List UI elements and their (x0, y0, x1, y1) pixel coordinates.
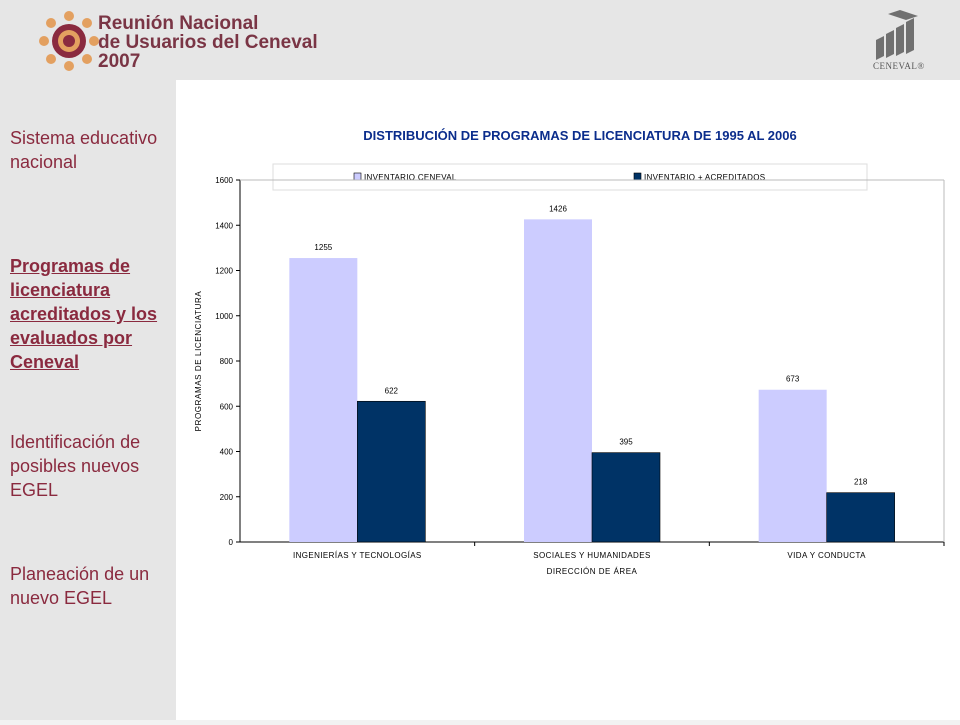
event-title: Reunión Nacional de Usuarios del Ceneval… (98, 14, 318, 71)
legend-swatch (353, 172, 362, 181)
data-label: 673 (786, 375, 800, 384)
x-tick-label: VIDA Y CONDUCTA (787, 551, 866, 560)
event-title-line-3: 2007 (98, 51, 141, 72)
x-axis-label: DIRECCIÓN DE ÁREA (547, 567, 638, 576)
y-axis-label: PROGRAMAS DE LICENCIATURA (194, 291, 203, 432)
y-tick-label: 800 (220, 357, 234, 366)
legend-swatch (633, 172, 642, 181)
bar-chart: DISTRIBUCIÓN DE PROGRAMAS DE LICENCIATUR… (194, 128, 945, 576)
sidebar-item-nuevos-egel[interactable]: Identificación de posibles nuevos EGEL (10, 432, 141, 500)
ceneval-logo-icon (876, 10, 918, 60)
y-tick-label: 1200 (215, 267, 233, 276)
ceneval-brand-text: CENEVAL® (873, 61, 925, 71)
legend-label: INVENTARIO CENEVAL (364, 173, 457, 182)
event-title-line-2: de Usuarios del Ceneval (98, 32, 318, 53)
data-label: 622 (385, 386, 399, 395)
data-label: 1255 (314, 243, 332, 252)
y-tick-label: 0 (229, 538, 234, 547)
reunion-logo-icon (39, 11, 99, 71)
data-label: 395 (619, 438, 633, 447)
sidebar-item-programas-licenciatura[interactable]: Programas de licenciatura acreditados y … (10, 256, 158, 372)
sidebar-item-sistema-educativo[interactable]: Sistema educativo nacional (10, 128, 158, 172)
y-tick-label: 400 (220, 448, 234, 457)
data-label: 218 (854, 478, 868, 487)
bar-inventario-acreditados (357, 400, 426, 543)
chart-legend: INVENTARIO CENEVAL INVENTARIO + ACREDITAD… (272, 163, 868, 191)
legend-box (272, 163, 868, 191)
y-tick-label: 200 (220, 493, 234, 502)
chart-title: DISTRIBUCIÓN DE PROGRAMAS DE LICENCIATUR… (363, 128, 796, 143)
bar-inventario-ceneval (758, 389, 827, 542)
bar-inventario-ceneval (524, 219, 592, 542)
data-label: 1426 (549, 204, 567, 213)
sidebar: Sistema educativo nacional Programas de … (0, 80, 176, 720)
content-panel: DISTRIBUCIÓN DE PROGRAMAS DE LICENCIATUR… (176, 80, 960, 720)
bar-inventario-acreditados (826, 492, 895, 543)
x-tick-label: SOCIALES Y HUMANIDADES (533, 551, 650, 560)
y-tick-label: 1600 (215, 176, 233, 185)
header: Reunión Nacional de Usuarios del Ceneval… (0, 0, 960, 80)
legend-label: INVENTARIO + ACREDITADOS (644, 173, 765, 182)
bar-inventario-acreditados (591, 452, 661, 543)
y-tick-label: 1400 (215, 221, 233, 230)
x-tick-label: INGENIERÍAS Y TECNOLOGÍAS (293, 551, 422, 560)
bar-inventario-ceneval (289, 258, 358, 542)
event-title-line-1: Reunión Nacional (98, 13, 259, 34)
sidebar-item-planeacion-egel[interactable]: Planeación de un nuevo EGEL (10, 564, 150, 608)
y-tick-label: 600 (220, 402, 234, 411)
chart-bars: 1255 622 1426 395 673 218 (289, 204, 895, 543)
y-tick-label: 1000 (215, 312, 233, 321)
